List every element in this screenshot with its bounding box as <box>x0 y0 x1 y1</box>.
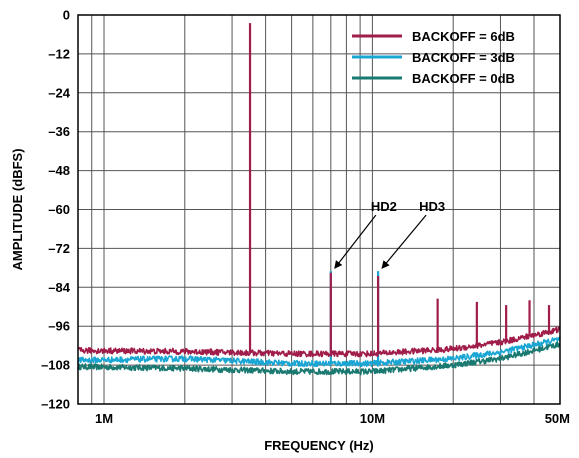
x-tick-label: 50M <box>545 411 570 426</box>
annotation-arrow <box>334 214 377 269</box>
plot-frame <box>77 14 561 405</box>
series-noise-line <box>77 341 561 376</box>
legend: BACKOFF = 6dB BACKOFF = 3dB BACKOFF = 0dB <box>352 29 515 86</box>
annotations: HD2 HD3 <box>334 199 445 269</box>
y-tick-label: –72 <box>48 241 70 256</box>
y-axis-title: AMPLITUDE (dBFS) <box>10 148 25 270</box>
series-backoff-6db <box>77 23 561 358</box>
x-tick-label: 10M <box>360 411 385 426</box>
legend-label: BACKOFF = 0dB <box>412 71 515 86</box>
series-noise-line <box>77 326 561 358</box>
y-tick-label: –60 <box>48 202 70 217</box>
series-layer <box>77 23 561 376</box>
y-tick-label: –96 <box>48 319 70 334</box>
y-tick-label: –24 <box>48 85 70 100</box>
legend-label: BACKOFF = 6dB <box>412 29 515 44</box>
x-tick-label: 1M <box>95 411 113 426</box>
y-tick-label: –48 <box>48 163 70 178</box>
annotation-label: HD2 <box>371 199 397 214</box>
series-noise-line <box>77 336 561 368</box>
y-tick-label: –12 <box>48 46 70 61</box>
y-tick-label: –84 <box>48 280 70 295</box>
series-backoff-0db <box>77 341 561 376</box>
legend-label: BACKOFF = 3dB <box>412 50 515 65</box>
y-tick-label: –120 <box>41 397 70 412</box>
annotation-label: HD3 <box>419 199 445 214</box>
y-axis-ticks: 0 –12 –24 –36 –48 –60 –72 –84 –96 –108 –120 <box>41 8 71 412</box>
annotation-arrow <box>381 214 427 269</box>
x-axis-ticks: 1M 10M 50M <box>95 411 570 426</box>
y-tick-label: 0 <box>63 8 70 23</box>
y-tick-label: –108 <box>41 358 70 373</box>
x-axis-title: FREQUENCY (Hz) <box>264 438 374 453</box>
y-tick-label: –36 <box>48 124 70 139</box>
